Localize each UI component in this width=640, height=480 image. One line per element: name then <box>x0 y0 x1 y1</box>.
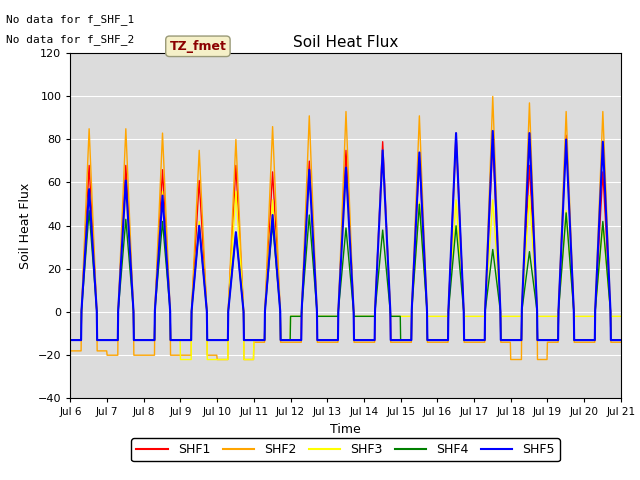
X-axis label: Time: Time <box>330 423 361 436</box>
SHF3 <box>616 313 624 319</box>
SHF4 <box>552 337 559 343</box>
SHF4 <box>415 201 423 207</box>
SHF5 <box>67 337 74 343</box>
SHF1 <box>67 337 74 343</box>
SHF4 <box>503 337 511 343</box>
SHF3 <box>175 337 183 343</box>
SHF3 <box>251 337 259 343</box>
SHF2 <box>213 357 221 362</box>
Line: SHF3: SHF3 <box>70 150 620 360</box>
SHF1 <box>189 288 196 294</box>
SHF5 <box>250 337 258 343</box>
SHF5 <box>503 337 511 343</box>
Line: SHF5: SHF5 <box>70 131 620 340</box>
SHF3 <box>431 313 439 319</box>
Line: SHF2: SHF2 <box>70 96 620 360</box>
SHF3 <box>189 290 197 296</box>
SHF2 <box>67 348 74 354</box>
SHF2 <box>175 352 183 358</box>
Text: TZ_fmet: TZ_fmet <box>170 40 227 53</box>
SHF3 <box>67 337 74 343</box>
Title: Soil Heat Flux: Soil Heat Flux <box>293 35 398 50</box>
SHF1 <box>503 337 511 343</box>
SHF4 <box>616 337 624 343</box>
SHF1 <box>616 337 624 343</box>
SHF2 <box>504 339 511 345</box>
SHF2 <box>552 339 559 345</box>
SHF1 <box>175 337 183 343</box>
SHF4 <box>250 337 258 343</box>
SHF2 <box>489 94 497 99</box>
SHF1 <box>452 130 460 136</box>
Line: SHF1: SHF1 <box>70 133 620 340</box>
SHF2 <box>616 339 624 345</box>
SHF4 <box>431 337 439 343</box>
SHF5 <box>489 128 497 134</box>
SHF3 <box>177 357 184 362</box>
SHF3 <box>379 147 387 153</box>
SHF4 <box>175 337 183 343</box>
SHF5 <box>189 295 196 301</box>
SHF2 <box>251 339 259 345</box>
SHF3 <box>552 313 559 319</box>
SHF1 <box>552 337 559 343</box>
Y-axis label: Soil Heat Flux: Soil Heat Flux <box>19 182 32 269</box>
SHF5 <box>552 337 559 343</box>
SHF1 <box>250 337 258 343</box>
SHF3 <box>504 313 511 319</box>
SHF4 <box>189 295 196 301</box>
SHF2 <box>189 283 196 289</box>
Text: No data for f_SHF_2: No data for f_SHF_2 <box>6 34 134 45</box>
SHF5 <box>175 337 183 343</box>
SHF5 <box>616 337 624 343</box>
Legend: SHF1, SHF2, SHF3, SHF4, SHF5: SHF1, SHF2, SHF3, SHF4, SHF5 <box>131 438 560 461</box>
SHF4 <box>67 337 74 343</box>
Text: No data for f_SHF_1: No data for f_SHF_1 <box>6 14 134 25</box>
SHF5 <box>431 337 438 343</box>
SHF2 <box>431 339 439 345</box>
SHF1 <box>431 337 438 343</box>
Line: SHF4: SHF4 <box>70 204 620 340</box>
